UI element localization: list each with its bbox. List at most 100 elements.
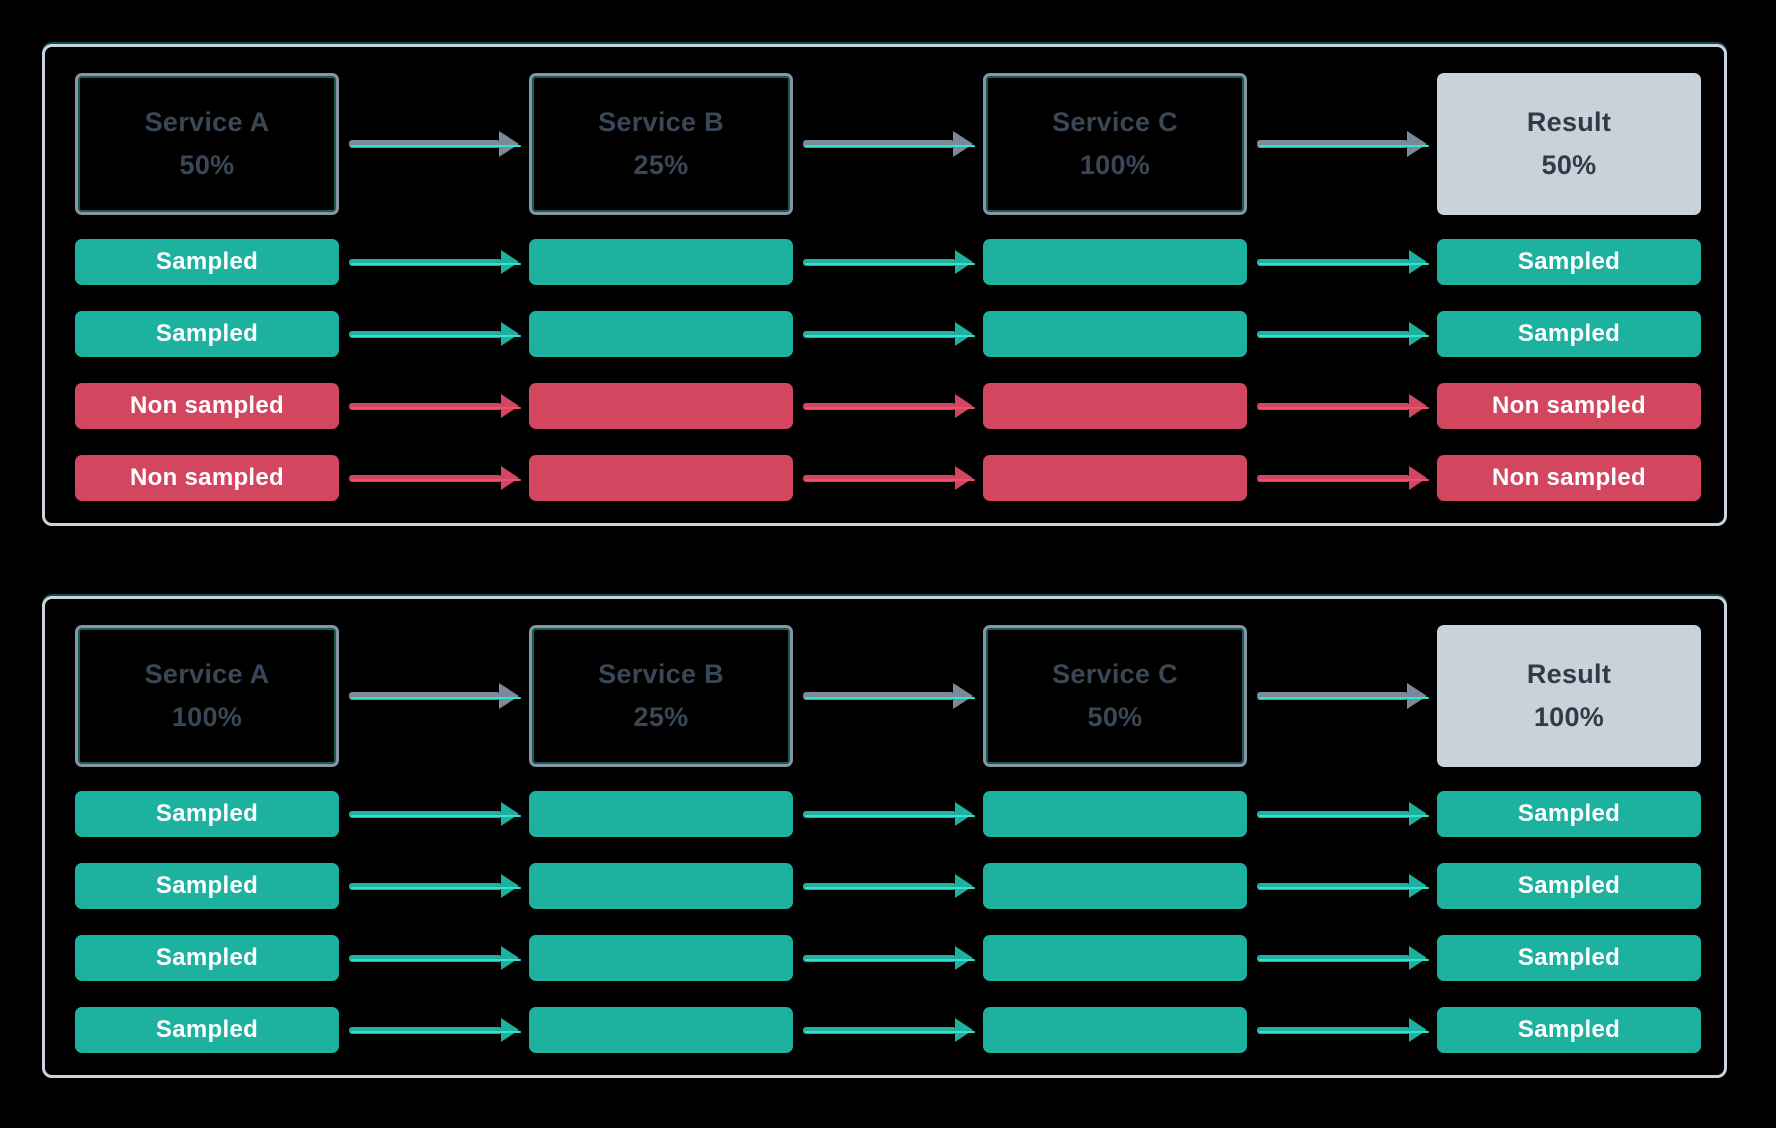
service-name: Service B <box>598 107 724 137</box>
service-name: Service A <box>144 659 270 689</box>
arrow-head-icon <box>953 131 973 157</box>
result-rate: 100% <box>1533 702 1605 732</box>
arrow-head-icon <box>1409 250 1427 274</box>
arrow-head-icon <box>955 466 973 490</box>
arrow-head-icon <box>1409 394 1427 418</box>
arrow-shaft <box>803 330 956 338</box>
trace-label-right: Sampled <box>1437 935 1701 981</box>
trace-bar <box>529 1007 793 1053</box>
arrow-head-icon <box>1409 1018 1427 1042</box>
result-box: Result 100% <box>1437 625 1701 767</box>
arrow-shaft <box>349 692 500 700</box>
trace-bar <box>983 455 1247 501</box>
sampling-panel-1: Service A 50% Service B 25% Service C 10… <box>42 44 1727 526</box>
arrow-head-icon <box>499 683 519 709</box>
trace-bar <box>983 791 1247 837</box>
result-name: Result <box>1526 107 1612 137</box>
trace-bar <box>983 863 1247 909</box>
trace-label-left: Sampled <box>75 935 339 981</box>
arrow-head-icon <box>955 946 973 970</box>
trace-label-right: Sampled <box>1437 311 1701 357</box>
arrow-shaft <box>349 140 500 148</box>
arrow-shaft <box>1257 810 1410 818</box>
trace-label-left: Sampled <box>75 239 339 285</box>
arrow-head-icon <box>499 131 519 157</box>
trace-row: Sampled Sampled <box>75 239 1701 285</box>
arrow-head-icon <box>501 1018 519 1042</box>
trace-arrow-icon <box>1247 791 1437 837</box>
arrow-shaft <box>803 692 954 700</box>
trace-bar <box>529 935 793 981</box>
trace-bar <box>529 383 793 429</box>
sampling-panel-2: Service A 100% Service B 25% Service C 5… <box>42 596 1727 1078</box>
service-b-box: Service B 25% <box>529 625 793 767</box>
flow-arrow-icon <box>339 625 529 767</box>
arrow-shaft <box>803 140 954 148</box>
services-header-row: Service A 50% Service B 25% Service C 10… <box>75 73 1701 215</box>
trace-arrow-icon <box>793 383 983 429</box>
arrow-shaft <box>349 258 502 266</box>
trace-arrow-icon <box>339 311 529 357</box>
arrow-head-icon <box>501 250 519 274</box>
arrow-head-icon <box>955 394 973 418</box>
arrow-shaft <box>349 402 502 410</box>
arrow-shaft <box>1257 402 1410 410</box>
trace-row: Sampled Sampled <box>75 863 1701 909</box>
arrow-head-icon <box>1409 802 1427 826</box>
arrow-shaft <box>803 810 956 818</box>
service-a-box: Service A 50% <box>75 73 339 215</box>
arrow-shaft <box>803 402 956 410</box>
trace-arrow-icon <box>1247 863 1437 909</box>
arrow-shaft <box>803 882 956 890</box>
flow-arrow-icon <box>793 625 983 767</box>
trace-arrow-icon <box>793 311 983 357</box>
trace-bar <box>983 311 1247 357</box>
arrow-head-icon <box>501 802 519 826</box>
service-b-box: Service B 25% <box>529 73 793 215</box>
trace-arrow-icon <box>1247 311 1437 357</box>
flow-arrow-icon <box>339 73 529 215</box>
arrow-shaft <box>349 1026 502 1034</box>
service-rate: 25% <box>633 150 689 180</box>
service-c-box: Service C 100% <box>983 73 1247 215</box>
arrow-head-icon <box>955 1018 973 1042</box>
service-c-box: Service C 50% <box>983 625 1247 767</box>
trace-row: Sampled Sampled <box>75 935 1701 981</box>
trace-row: Non sampled Non sampled <box>75 455 1701 501</box>
arrow-shaft <box>803 954 956 962</box>
arrow-head-icon <box>1407 131 1427 157</box>
trace-arrow-icon <box>339 791 529 837</box>
trace-arrow-icon <box>339 239 529 285</box>
flow-arrow-icon <box>1247 73 1437 215</box>
trace-label-left: Non sampled <box>75 455 339 501</box>
trace-arrow-icon <box>793 863 983 909</box>
arrow-shaft <box>1257 258 1410 266</box>
arrow-head-icon <box>501 466 519 490</box>
trace-row: Non sampled Non sampled <box>75 383 1701 429</box>
trace-arrow-icon <box>1247 455 1437 501</box>
arrow-head-icon <box>955 250 973 274</box>
arrow-head-icon <box>1409 466 1427 490</box>
trace-row: Sampled Sampled <box>75 311 1701 357</box>
trace-arrow-icon <box>339 935 529 981</box>
trace-bar <box>529 239 793 285</box>
trace-label-right: Sampled <box>1437 791 1701 837</box>
services-header-row: Service A 100% Service B 25% Service C 5… <box>75 625 1701 767</box>
trace-arrow-icon <box>339 383 529 429</box>
trace-bar <box>529 791 793 837</box>
trace-bar <box>983 383 1247 429</box>
trace-label-right: Sampled <box>1437 863 1701 909</box>
trace-label-right: Sampled <box>1437 1007 1701 1053</box>
arrow-head-icon <box>955 322 973 346</box>
trace-label-right: Sampled <box>1437 239 1701 285</box>
arrow-shaft <box>349 330 502 338</box>
arrow-head-icon <box>501 946 519 970</box>
trace-arrow-icon <box>793 455 983 501</box>
arrow-shaft <box>1257 882 1410 890</box>
arrow-shaft <box>349 810 502 818</box>
trace-arrow-icon <box>1247 383 1437 429</box>
trace-label-left: Sampled <box>75 311 339 357</box>
service-name: Service C <box>1052 107 1178 137</box>
trace-arrow-icon <box>793 239 983 285</box>
result-box: Result 50% <box>1437 73 1701 215</box>
